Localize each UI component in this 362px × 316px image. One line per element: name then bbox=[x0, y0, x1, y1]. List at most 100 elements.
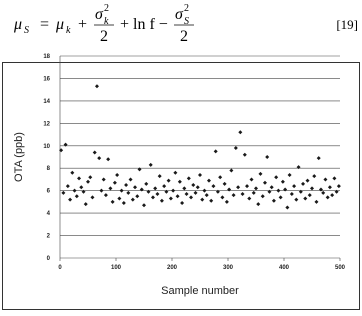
point bbox=[110, 199, 115, 204]
point bbox=[310, 186, 314, 191]
x-tick-label: 500 bbox=[335, 265, 346, 271]
y-tick-label: 14 bbox=[43, 99, 50, 105]
x-tick-label: 300 bbox=[223, 265, 234, 271]
point bbox=[206, 178, 211, 183]
point bbox=[155, 192, 160, 197]
eq-num: σ bbox=[175, 6, 184, 23]
point bbox=[209, 198, 214, 203]
point bbox=[229, 168, 234, 173]
point bbox=[59, 148, 64, 153]
point bbox=[148, 162, 153, 167]
point bbox=[144, 181, 149, 186]
eq-num: σ bbox=[95, 6, 104, 23]
x-tick-label: 0 bbox=[58, 265, 62, 271]
point bbox=[166, 178, 171, 183]
point bbox=[119, 188, 124, 193]
point bbox=[251, 190, 256, 195]
point bbox=[130, 197, 135, 202]
point bbox=[233, 146, 238, 151]
point bbox=[99, 188, 104, 193]
point bbox=[74, 194, 79, 199]
point bbox=[280, 179, 285, 184]
point bbox=[240, 192, 245, 197]
point bbox=[289, 192, 294, 197]
y-tick-label: 8 bbox=[47, 166, 51, 172]
point bbox=[267, 189, 272, 194]
point bbox=[321, 190, 326, 195]
point bbox=[168, 196, 173, 201]
point bbox=[312, 174, 317, 179]
point bbox=[215, 189, 220, 194]
y-tick-label: 2 bbox=[47, 234, 51, 240]
point bbox=[242, 152, 247, 157]
point bbox=[65, 184, 70, 189]
point bbox=[269, 185, 274, 190]
point bbox=[195, 185, 200, 190]
point bbox=[90, 195, 95, 200]
point bbox=[97, 156, 102, 161]
x-tick-label: 400 bbox=[279, 265, 290, 271]
point bbox=[283, 187, 288, 192]
point bbox=[186, 176, 191, 181]
point bbox=[274, 175, 279, 180]
point bbox=[314, 199, 319, 204]
y-tick-label: 0 bbox=[47, 256, 51, 262]
point bbox=[164, 189, 169, 194]
point bbox=[162, 184, 167, 189]
point bbox=[254, 186, 258, 191]
point bbox=[198, 172, 202, 177]
point bbox=[298, 189, 303, 194]
point bbox=[81, 189, 86, 194]
y-tick-label: 4 bbox=[47, 211, 51, 217]
y-tick-label: 16 bbox=[43, 76, 50, 82]
point bbox=[177, 179, 182, 184]
point bbox=[137, 167, 142, 172]
eq-sign: + bbox=[78, 16, 87, 33]
eq-sup: 2 bbox=[184, 3, 189, 14]
point bbox=[191, 183, 196, 188]
point bbox=[86, 179, 90, 184]
point bbox=[61, 190, 66, 195]
y-tick-label: 12 bbox=[43, 121, 50, 127]
point bbox=[124, 183, 129, 188]
y-tick-label: 6 bbox=[47, 189, 51, 195]
point bbox=[128, 177, 133, 182]
point bbox=[133, 185, 138, 190]
point bbox=[276, 188, 281, 193]
point bbox=[316, 156, 321, 161]
point bbox=[247, 196, 252, 201]
point bbox=[106, 157, 111, 162]
point bbox=[200, 197, 205, 202]
point bbox=[142, 203, 146, 208]
point bbox=[224, 199, 229, 204]
point bbox=[301, 181, 306, 186]
point bbox=[146, 189, 151, 194]
point bbox=[249, 177, 254, 182]
point bbox=[204, 193, 209, 198]
point bbox=[220, 195, 225, 200]
y-tick-label: 10 bbox=[43, 144, 50, 150]
point bbox=[318, 187, 323, 192]
point bbox=[262, 180, 267, 185]
point bbox=[294, 197, 299, 202]
eq-number: [19] bbox=[336, 17, 358, 32]
point bbox=[231, 193, 236, 198]
point bbox=[258, 171, 263, 176]
eq-den: 2 bbox=[100, 28, 108, 45]
point bbox=[238, 130, 243, 135]
point bbox=[202, 188, 207, 193]
point bbox=[94, 84, 99, 89]
point bbox=[150, 195, 155, 200]
point bbox=[334, 189, 339, 194]
eq-sub: k bbox=[66, 25, 71, 36]
point bbox=[182, 186, 187, 191]
point bbox=[92, 150, 97, 155]
point bbox=[189, 195, 194, 200]
point bbox=[88, 175, 93, 180]
point bbox=[108, 186, 113, 191]
eq-sub: S bbox=[184, 16, 189, 27]
chart-frame bbox=[2, 62, 360, 310]
point bbox=[79, 185, 84, 190]
point bbox=[213, 149, 218, 154]
